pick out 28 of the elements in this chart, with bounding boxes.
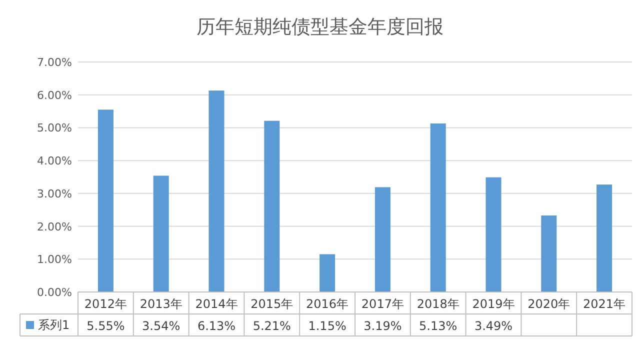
xtick: 2015年: [250, 297, 294, 311]
value-label: 3.54%: [142, 319, 180, 333]
title: 历年短期纯债型基金年度回报: [196, 16, 444, 38]
xtick: 2021年: [583, 297, 626, 311]
xtick: 2012年: [84, 297, 127, 311]
xtick: 2020年: [528, 297, 570, 311]
value-label: 5.21%: [252, 319, 291, 333]
value-label: 3.49%: [474, 319, 513, 333]
ytick: 6.00%: [37, 88, 72, 102]
legend: 系列1: [38, 318, 70, 332]
xtick: 2016年: [306, 297, 349, 311]
xtick: 2014年: [195, 297, 238, 311]
value-label: 5.13%: [419, 319, 458, 333]
ytick: 0.00%: [37, 286, 72, 299]
value-label: 6.13%: [197, 319, 236, 333]
xtick: 2018年: [416, 297, 460, 311]
ytick: 2.00%: [37, 220, 72, 234]
xtick: 2019年: [472, 297, 515, 311]
ytick: 3.00%: [37, 187, 72, 200]
ytick: 5.00%: [37, 122, 72, 135]
value-label: 1.15%: [308, 319, 346, 333]
ytick: 4.00%: [37, 154, 72, 168]
value-label: 3.19%: [364, 319, 402, 333]
xtick: 2013年: [140, 297, 182, 311]
ytick: 1.00%: [37, 253, 72, 266]
xtick: 2017年: [361, 297, 404, 311]
ytick: 7.00%: [37, 56, 72, 69]
value-label: 5.55%: [86, 319, 125, 333]
